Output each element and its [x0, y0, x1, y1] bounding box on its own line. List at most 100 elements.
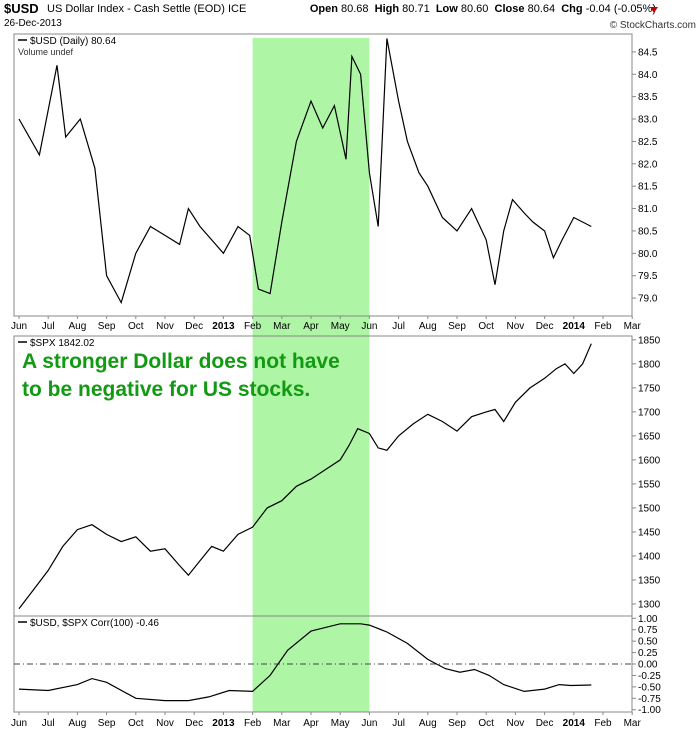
x-tick-label: Aug: [69, 321, 87, 332]
y-tick-label: -1.00: [638, 705, 661, 716]
credit: © StockCharts.com: [609, 20, 696, 31]
y-tick-label: 1800: [638, 359, 661, 370]
x-tick-label: Jul: [42, 718, 55, 729]
y-tick-label: 79.5: [638, 271, 658, 282]
x-tick-label: Jun: [361, 718, 377, 729]
y-tick-label: 82.5: [638, 137, 658, 148]
change-label: Chg: [561, 3, 583, 15]
x-tick-label: Feb: [244, 321, 262, 332]
x-tick-label: Dec: [536, 321, 554, 332]
y-tick-label: 82.0: [638, 159, 658, 170]
series-line: [18, 38, 592, 305]
close-value: 80.64: [527, 3, 556, 15]
x-tick-label: Aug: [419, 321, 437, 332]
y-tick-label: 83.0: [638, 115, 658, 126]
legend-label: $USD, $SPX Corr(100) -0.46: [30, 618, 159, 629]
index-full-name: US Dollar Index - Cash Settle (EOD): [47, 3, 225, 15]
legend-sublabel: Volume undef: [18, 47, 74, 57]
open-value: 80.68: [341, 3, 369, 15]
x-tick-label: Aug: [419, 718, 437, 729]
x-tick-label: Sep: [98, 321, 116, 332]
high-value: 80.71: [402, 3, 430, 15]
quote-date: 26-Dec-2013: [4, 18, 62, 29]
x-tick-label: Nov: [507, 718, 525, 729]
chart-header: $USD US Dollar Index - Cash Settle (EOD)…: [0, 0, 700, 34]
y-tick-label: 84.5: [638, 47, 658, 58]
y-tick-label: -0.25: [638, 671, 661, 682]
index-name: US Dollar Index - Cash Settle (EOD) ICE: [47, 3, 246, 15]
x-tick-label: Oct: [128, 321, 144, 332]
y-tick-label: 0.50: [638, 637, 658, 648]
ohlc-readout: Open 80.68 High 80.71 Low 80.60 Close 80…: [310, 3, 656, 15]
y-tick-label: 1600: [638, 455, 661, 466]
x-tick-label: Oct: [478, 718, 494, 729]
y-tick-label: 1550: [638, 479, 661, 490]
x-tick-label: 2014: [563, 321, 586, 332]
x-tick-label: Dec: [185, 718, 203, 729]
y-tick-label: 1700: [638, 407, 661, 418]
x-tick-label: May: [331, 321, 350, 332]
x-tick-label: Feb: [594, 321, 612, 332]
y-tick-label: 80.0: [638, 249, 658, 260]
x-tick-label: Apr: [303, 321, 319, 332]
x-tick-label: Apr: [303, 718, 319, 729]
change-value: -0.04 (-0.05%): [585, 3, 656, 15]
y-tick-label: 1750: [638, 383, 661, 394]
low-value: 80.60: [460, 3, 489, 15]
x-tick-label: Mar: [273, 718, 291, 729]
y-tick-label: 1500: [638, 503, 661, 514]
close-label: Close: [494, 3, 525, 15]
y-tick-label: 1350: [638, 575, 661, 586]
y-tick-label: 80.5: [638, 226, 658, 237]
x-tick-label: Dec: [536, 718, 554, 729]
x-tick-label: Jul: [392, 718, 405, 729]
x-tick-label: Mar: [624, 718, 642, 729]
legend-label: $USD (Daily) 80.64: [30, 36, 117, 47]
series-line: [18, 623, 592, 702]
exchange: ICE: [227, 3, 247, 15]
y-tick-label: 1400: [638, 551, 661, 562]
down-arrow-icon: [650, 7, 658, 13]
low-label: Low: [435, 3, 458, 15]
y-tick-label: 84.0: [638, 70, 658, 81]
x-tick-label: Oct: [478, 321, 494, 332]
x-tick-label: Sep: [448, 321, 466, 332]
y-tick-label: 1650: [638, 431, 661, 442]
y-tick-label: 0.25: [638, 648, 658, 659]
x-tick-label: Jul: [42, 321, 55, 332]
y-tick-label: 1850: [638, 335, 661, 346]
y-tick-label: -0.75: [638, 694, 661, 705]
y-tick-label: 0.00: [638, 660, 658, 671]
x-tick-label: Feb: [244, 718, 262, 729]
y-tick-label: -0.50: [638, 682, 661, 693]
y-tick-label: 1300: [638, 599, 661, 610]
y-tick-label: 1450: [638, 527, 661, 538]
annotation-text: A stronger Dollar does not have to be ne…: [22, 350, 340, 401]
y-tick-label: 1.00: [638, 614, 658, 625]
series-line: [18, 343, 592, 610]
x-tick-label: 2013: [212, 321, 235, 332]
highlight-band: [252, 38, 370, 712]
x-tick-label: Mar: [624, 321, 642, 332]
high-label: High: [374, 3, 400, 15]
x-tick-label: 2014: [563, 718, 586, 729]
x-tick-label: Aug: [69, 718, 87, 729]
x-tick-label: Jun: [11, 718, 27, 729]
panel-frame: [13, 33, 633, 317]
y-tick-label: 79.0: [638, 294, 658, 305]
x-tick-label: Sep: [448, 718, 466, 729]
x-tick-label: Jun: [11, 321, 27, 332]
x-tick-label: Jul: [392, 321, 405, 332]
y-tick-label: 0.75: [638, 625, 658, 636]
open-label: Open: [309, 3, 338, 15]
x-tick-label: Oct: [128, 718, 144, 729]
y-tick-label: 81.5: [638, 182, 658, 193]
x-tick-label: 2013: [212, 718, 235, 729]
x-tick-label: Feb: [594, 718, 612, 729]
x-tick-label: Dec: [185, 321, 203, 332]
x-tick-label: May: [331, 718, 350, 729]
y-tick-label: 81.0: [638, 204, 658, 215]
x-tick-label: Nov: [156, 718, 174, 729]
x-tick-label: Nov: [156, 321, 174, 332]
